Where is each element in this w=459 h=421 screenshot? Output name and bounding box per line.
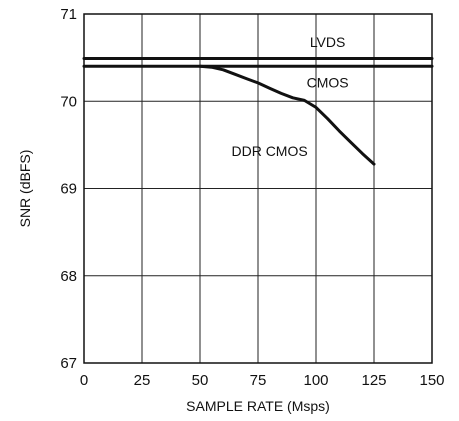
series-layer (82, 57, 434, 166)
y-tick-labels: 67 68 69 70 71 (60, 6, 77, 372)
series-line-ddr-cmos (198, 64, 376, 166)
x-tick-label: 50 (192, 372, 209, 389)
y-tick-label: 71 (60, 6, 77, 23)
y-tick-label: 67 (60, 355, 77, 372)
x-tick-label: 100 (303, 372, 328, 389)
series-label-ddr-cmos: DDR CMOS (231, 143, 307, 159)
series-labels: LVDS CMOS DDR CMOS (231, 34, 348, 159)
x-tick-label: 150 (419, 372, 444, 389)
y-tick-label: 69 (60, 181, 77, 198)
y-axis-label: SNR (dBFS) (17, 150, 33, 228)
x-tick-label: 75 (250, 372, 267, 389)
series-label-lvds: LVDS (310, 34, 346, 50)
x-tick-label: 125 (361, 372, 386, 389)
x-tick-label: 25 (134, 372, 151, 389)
series-label-cmos: CMOS (307, 74, 349, 90)
y-tick-label: 70 (60, 93, 77, 110)
y-tick-label: 68 (60, 268, 77, 285)
x-tick-label: 0 (80, 372, 88, 389)
plot-frame (83, 13, 433, 364)
x-tick-labels: 0 25 50 75 100 125 150 (80, 372, 445, 389)
x-axis-label: SAMPLE RATE (Msps) (186, 398, 330, 414)
